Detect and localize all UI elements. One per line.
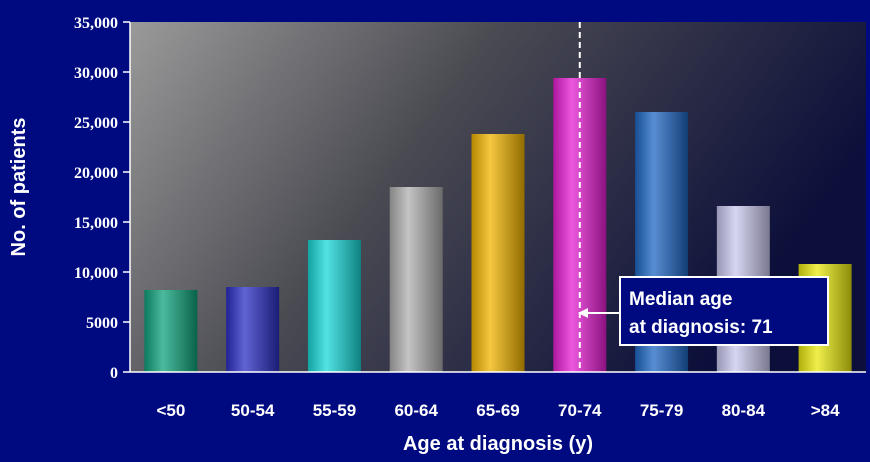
x-tick-label: 70-74: [558, 401, 602, 420]
bar-<50: [144, 290, 198, 372]
x-axis-title: Age at diagnosis (y): [403, 433, 593, 455]
x-tick-label: 65-69: [476, 401, 519, 420]
y-tick-label: 5000: [86, 315, 118, 332]
bar-65-69: [471, 134, 525, 372]
y-tick-label: 35,000: [74, 15, 118, 32]
y-axis-ticks: 0 5000 10,000 15,000 20,000 25,000 30,000 35,00…: [74, 15, 130, 382]
annotation-line-1: Median age: [629, 289, 732, 310]
y-tick-label: 30,000: [74, 65, 118, 82]
annotation-line-2: at diagnosis: 71: [629, 317, 773, 338]
bar-55-59: [307, 240, 361, 372]
bar-60-64: [389, 187, 443, 372]
x-tick-label: >84: [811, 401, 840, 420]
x-tick-label: 80-84: [722, 401, 766, 420]
annotation-arrowhead: [578, 308, 588, 318]
median-annotation: Median age at diagnosis: 71: [578, 276, 829, 346]
annotation-box: [619, 276, 829, 346]
x-tick-label: 75-79: [640, 401, 683, 420]
x-tick-label: 50-54: [231, 401, 275, 420]
x-tick-label: 60-64: [394, 401, 438, 420]
x-tick-label: <50: [156, 401, 185, 420]
y-tick-label: 0: [110, 365, 118, 382]
x-axis-tick-labels: <50 50-54 55-59 60-64 65-69 70-74 75-79 80-84 >8…: [156, 401, 840, 420]
y-tick-label: 15,000: [74, 215, 118, 232]
y-axis-title: No. of patients: [8, 118, 30, 257]
bar-50-54: [226, 287, 280, 372]
y-tick-label: 25,000: [74, 115, 118, 132]
y-tick-label: 20,000: [74, 165, 118, 182]
y-tick-label: 10,000: [74, 265, 118, 282]
x-tick-label: 55-59: [313, 401, 356, 420]
